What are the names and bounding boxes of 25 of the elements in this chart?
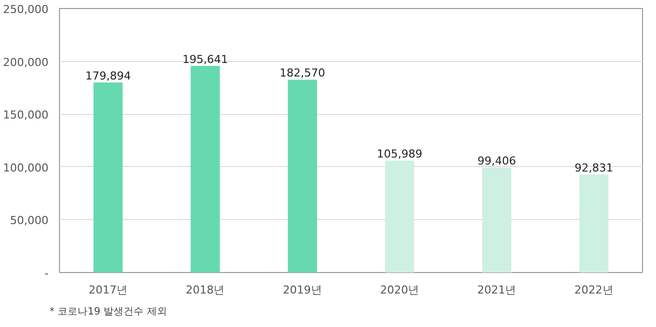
bar	[482, 168, 512, 272]
data-label: 105,989	[376, 148, 422, 161]
y-tick-label: 150,000	[3, 108, 49, 122]
bar	[385, 160, 414, 272]
data-label: 182,570	[280, 66, 326, 80]
x-tick-label: 2020년	[380, 284, 420, 296]
data-label: 99,406	[478, 154, 516, 168]
y-tick-label: 100,000	[3, 161, 49, 174]
data-label: 195,641	[182, 52, 228, 66]
y-tick-label: -	[44, 267, 49, 280]
x-tick-label: 2018년	[186, 284, 225, 296]
data-label: 92,831	[574, 161, 614, 174]
bar	[94, 82, 123, 272]
x-tick-label: 2022년	[574, 284, 614, 296]
x-tick-label: 2017년	[88, 284, 128, 296]
data-label: 179,894	[85, 70, 131, 83]
y-tick-label: 250,000	[3, 3, 49, 16]
bar	[288, 80, 317, 272]
bar	[579, 174, 608, 272]
text: * 코로나19 발생건수 제외	[50, 306, 167, 318]
x-tick-label: 2021년	[477, 284, 516, 296]
x-tick-label: 2019년	[282, 284, 322, 296]
y-tick-label: 200,000	[3, 56, 49, 69]
bar	[190, 66, 220, 272]
y-tick-label: 50,000	[10, 214, 49, 228]
